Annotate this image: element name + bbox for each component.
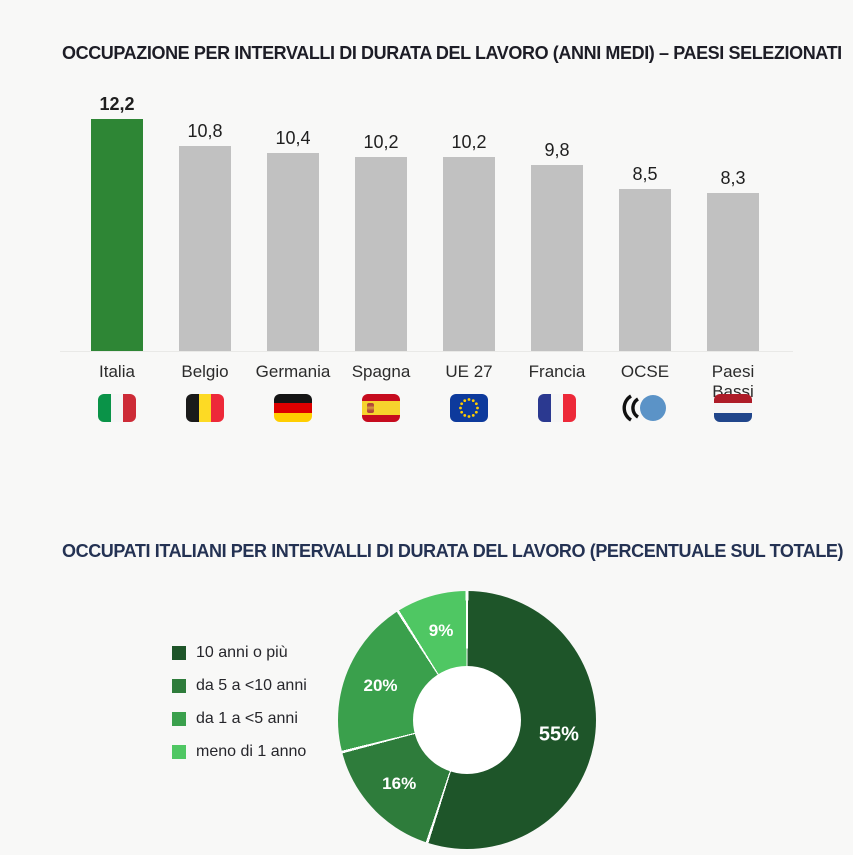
bar-column: 12,2 [73,95,161,351]
flag-cell [161,394,249,422]
spain-flag-icon [362,394,400,422]
legend-label: da 5 a <10 anni [196,677,307,694]
legend-swatch [172,712,186,726]
bar-column: 9,8 [513,141,601,351]
bar-value-label: 8,5 [632,164,658,184]
flag-cell [337,394,425,422]
legend-label: da 1 a <5 anni [196,710,298,727]
bar-value-label: 12,2 [99,94,135,114]
flag-cell [425,394,513,422]
germany-flag-icon [274,394,312,422]
legend-swatch [172,646,186,660]
category-label: Spagna [351,362,411,381]
italy-flag-icon [98,394,136,422]
donut-slice-label: 16% [382,773,417,793]
donut-slice-label: 20% [363,675,398,695]
category-label: Italia [99,362,135,381]
donut-chart-title: OCCUPATI ITALIANI PER INTERVALLI DI DURA… [62,541,844,561]
netherlands-flag-icon [714,394,752,422]
legend-item: meno di 1 anno [172,743,307,760]
legend-swatch [172,679,186,693]
bar-chart-category-row: Italia Belgio Germania Spagna UE 27 Francia OC… [73,362,777,402]
bar-chart-flag-row [73,394,777,422]
legend-swatch [172,745,186,759]
oecd-logo-icon [620,394,670,422]
bar-belgio [179,146,231,351]
bar-chart-baseline [60,351,793,352]
bar-chart: 12,2 10,8 10,4 10,2 10,2 9,8 8,5 8,3 [73,95,777,351]
category-label: Francia [528,362,586,381]
flag-cell [513,394,601,422]
bar-chart-title: OCCUPAZIONE PER INTERVALLI DI DURATA DEL… [62,43,842,63]
legend-item: da 5 a <10 anni [172,677,307,694]
bar-value-label: 10,2 [363,132,399,152]
flag-cell [249,394,337,422]
bar-column: 10,8 [161,122,249,351]
category-label: UE 27 [445,362,493,381]
bar-value-label: 10,4 [275,128,311,148]
donut-chart: 55% 16% 20% 9% [338,591,596,849]
flag-cell [601,394,689,422]
flag-cell [73,394,161,422]
legend-item: 10 anni o più [172,644,307,661]
bar-ocse [619,189,671,351]
bar-column: 10,4 [249,129,337,351]
spain-emblem-icon [367,403,374,413]
bar-germania [267,153,319,351]
category-label: OCSE [620,362,670,381]
category-label: Belgio [181,362,229,381]
donut-legend: 10 anni o più da 5 a <10 anni da 1 a <5 an… [172,644,307,777]
bar-ue-27 [443,157,495,351]
bar-value-label: 10,2 [451,132,487,152]
bar-italia [91,119,143,351]
category-label: Germania [255,362,331,381]
bar-column: 10,2 [337,133,425,351]
legend-item: da 1 a <5 anni [172,710,307,727]
legend-label: 10 anni o più [196,644,288,661]
bar-value-label: 10,8 [187,121,223,141]
donut-slice-label: 55% [538,723,579,745]
bar-francia [531,165,583,351]
belgium-flag-icon [186,394,224,422]
bar-value-label: 8,3 [720,168,746,188]
bar-spagna [355,157,407,351]
bar-column: 8,3 [689,169,777,351]
bar-column: 8,5 [601,165,689,351]
flag-cell [689,394,777,422]
donut-slice-label: 9% [428,620,454,640]
legend-label: meno di 1 anno [196,743,307,760]
france-flag-icon [538,394,576,422]
bar-paesi-bassi [707,193,759,351]
bar-value-label: 9,8 [544,140,570,160]
donut-hole [413,666,521,774]
eu-flag-icon [450,394,488,422]
bar-column: 10,2 [425,133,513,351]
